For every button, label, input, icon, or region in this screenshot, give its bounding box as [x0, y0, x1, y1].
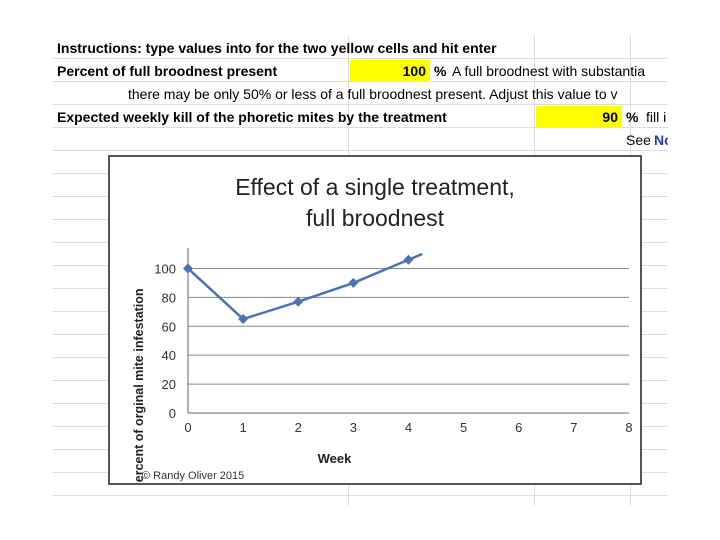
y-tick-label: 80	[162, 290, 176, 305]
data-point-marker	[403, 254, 414, 265]
data-point-marker	[348, 277, 359, 288]
data-point-marker	[183, 263, 193, 274]
y-tick-label: 100	[154, 261, 176, 276]
x-tick-label: 1	[240, 420, 247, 435]
x-tick-label: 0	[184, 420, 191, 435]
data-point-marker	[238, 314, 249, 325]
x-tick-label: 7	[570, 420, 577, 435]
weekly-kill-unit: %	[626, 109, 639, 125]
x-tick-label: 8	[625, 420, 632, 435]
y-axis-title: Percent of orginal mite infestation	[132, 288, 146, 483]
weekly-kill-note: fill i	[646, 109, 667, 125]
y-tick-label: 20	[162, 377, 176, 392]
grid-row	[52, 473, 668, 496]
broodnest-label: Percent of full broodnest present	[57, 63, 278, 79]
broodnest-note: A full broodnest with substantia	[452, 63, 646, 79]
x-tick-label: 6	[515, 420, 522, 435]
chart-object[interactable]: Effect of a single treatment, full broodn…	[108, 155, 642, 485]
grid-row	[52, 105, 668, 128]
weekly-kill-input[interactable]: 90	[536, 106, 622, 128]
grid-row	[52, 82, 668, 105]
see-text: See	[626, 132, 651, 148]
x-tick-label: 2	[295, 420, 302, 435]
broodnest-note-continued: there may be only 50% or less of a full …	[128, 86, 618, 102]
grid-row	[52, 36, 668, 59]
series-line	[187, 252, 423, 321]
chart-credit: © Randy Oliver 2015	[142, 470, 244, 482]
grid-row	[52, 128, 668, 151]
x-tick-label: 3	[350, 420, 357, 435]
x-tick-label: 4	[405, 420, 412, 435]
x-axis-title: Week	[318, 451, 352, 466]
chart-title-line-1: Effect of a single treatment,	[235, 174, 515, 200]
line-chart: Effect of a single treatment, full broodn…	[132, 174, 633, 483]
weekly-kill-label: Expected weekly kill of the phoretic mit…	[57, 109, 447, 125]
x-tick-label: 5	[460, 420, 467, 435]
chart-title-line-2: full broodnest	[306, 205, 445, 231]
broodnest-percent-unit: %	[434, 63, 447, 79]
data-point-marker	[293, 296, 304, 307]
y-tick-label: 60	[162, 319, 176, 334]
notes-link[interactable]: No	[654, 132, 668, 148]
y-tick-label: 0	[169, 406, 176, 421]
instructions-text: Instructions: type values into for the t…	[57, 40, 497, 56]
broodnest-percent-input[interactable]: 100	[350, 60, 430, 82]
y-tick-label: 40	[162, 348, 176, 363]
